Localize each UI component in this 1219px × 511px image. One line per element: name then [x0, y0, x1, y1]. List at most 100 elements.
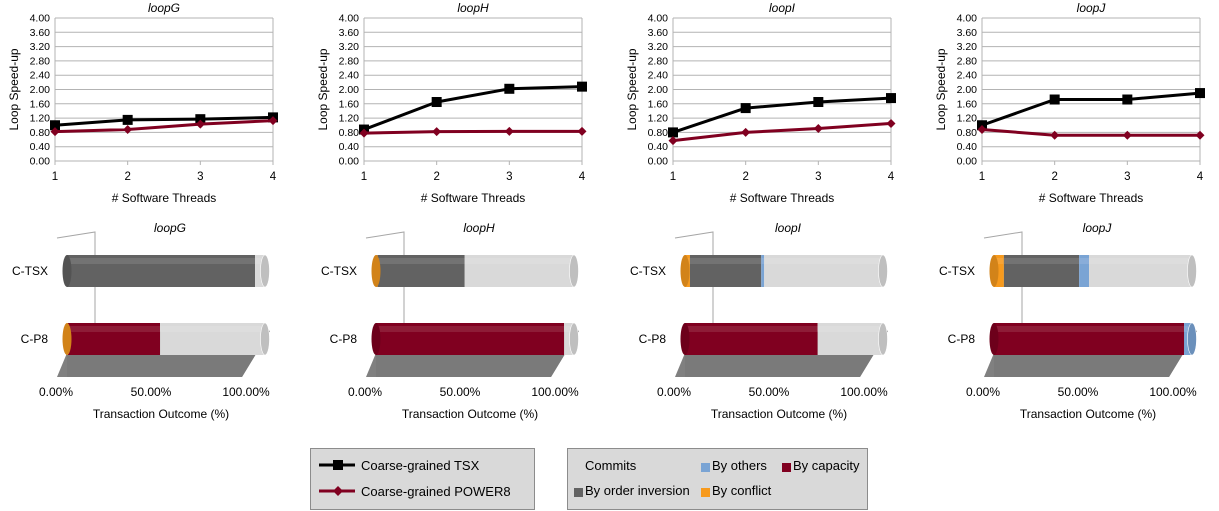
data-point-marker [886, 93, 896, 104]
bar-end-cap [569, 322, 579, 356]
y-tick-label: 3.20 [339, 41, 360, 53]
y-tick-label: 0.80 [339, 127, 360, 139]
category-label: C-TSX [12, 264, 48, 278]
y-axis-label: Loop Speed-up [7, 48, 21, 130]
bar-segment-body [994, 255, 1004, 287]
commits-swatch [574, 463, 583, 472]
x-axis-label: # Software Threads [1039, 191, 1144, 205]
y-tick-label: 0.00 [648, 156, 669, 168]
x-tick-label: 4 [579, 171, 586, 183]
x-axis-label: Transaction Outcome (%) [1020, 407, 1156, 421]
data-point-marker [50, 127, 60, 137]
x-tick-label: 0.00% [348, 385, 382, 399]
y-tick-label: 4.00 [957, 13, 978, 25]
y-tick-label: 0.00 [957, 156, 978, 168]
x-axis-label: # Software Threads [730, 191, 835, 205]
series-line [363, 129, 582, 135]
series-line [54, 115, 274, 127]
series-line [54, 119, 274, 134]
x-tick-label: 3 [506, 171, 512, 183]
series-line [363, 85, 583, 131]
bar-end-cap [878, 322, 888, 356]
y-tick-label: 3.20 [648, 41, 669, 53]
data-point-marker [1195, 130, 1205, 140]
data-point-marker [359, 128, 369, 138]
bar-segment-body [761, 255, 765, 287]
y-tick-label: 3.60 [648, 27, 669, 39]
data-point-marker [195, 114, 206, 125]
x-tick-label: 3 [815, 171, 821, 183]
category-label: C-P8 [21, 332, 49, 346]
bar-segment-highlight [67, 258, 256, 264]
y-tick-label: 0.40 [957, 141, 978, 153]
y-tick-label: 2.80 [339, 55, 360, 67]
bar-segment [689, 255, 762, 287]
data-point-marker [1122, 94, 1133, 105]
data-point-marker [813, 97, 824, 108]
bar-end-cap [260, 254, 270, 288]
data-point-marker [577, 126, 587, 136]
y-tick-label: 1.60 [339, 98, 360, 110]
y-tick-label: 2.80 [957, 55, 978, 67]
bar-segment-highlight [67, 326, 161, 332]
bar-segment-highlight [376, 326, 565, 332]
y-axis-label: Loop Speed-up [934, 48, 948, 130]
y-tick-label: 3.60 [957, 27, 978, 39]
data-point-marker [813, 123, 823, 133]
bar-end-cap [569, 254, 579, 288]
legend-by-order-inversion-label: By order inversion [585, 483, 690, 498]
bar-segment-highlight [761, 258, 765, 264]
y-tick-label: 2.80 [30, 55, 51, 67]
data-point-marker [195, 119, 205, 129]
x-tick-label: 2 [433, 171, 439, 183]
bar-segment [817, 323, 883, 355]
y-tick-label: 0.40 [339, 141, 360, 153]
bar-segment-highlight [255, 258, 265, 264]
y-tick-label: 3.60 [30, 27, 51, 39]
data-point-marker [740, 103, 751, 114]
y-tick-label: 4.00 [648, 13, 669, 25]
y-tick-label: 1.60 [30, 98, 51, 110]
y-tick-label: 2.40 [957, 70, 978, 82]
x-tick-label: 3 [1124, 171, 1130, 183]
series-line [981, 91, 1201, 127]
bar-segment [1003, 255, 1080, 287]
bar-segment-highlight [994, 326, 1185, 332]
y-tick-label: 0.00 [339, 156, 360, 168]
x-tick-label: 50.00% [1058, 385, 1099, 399]
y-tick-label: 3.20 [30, 41, 51, 53]
bar-segment-body [1079, 255, 1090, 287]
bar-segment [1079, 255, 1090, 287]
y-tick-label: 1.20 [957, 113, 978, 125]
y-tick-label: 2.00 [30, 84, 51, 96]
by-others-swatch [701, 463, 710, 472]
bar-segment-highlight [160, 326, 265, 332]
data-point-marker [50, 120, 60, 131]
x-tick-label: 2 [742, 171, 748, 183]
category-label: C-TSX [630, 264, 666, 278]
x-tick-label: 50.00% [440, 385, 481, 399]
bar-left-cap [989, 323, 999, 355]
bar-segment-body [564, 323, 574, 355]
bar-segment-body [255, 255, 265, 287]
data-point-marker [432, 127, 442, 137]
y-tick-label: 3.60 [339, 27, 360, 39]
bar-segment-highlight [1079, 258, 1090, 264]
x-tick-label: 2 [1051, 171, 1057, 183]
y-tick-label: 1.60 [648, 98, 669, 110]
y-tick-label: 0.40 [30, 141, 51, 153]
bar-segment-highlight [817, 326, 883, 332]
legend-commits-label: Commits [585, 458, 637, 473]
by-capacity-swatch [782, 463, 791, 472]
y-tick-label: 1.60 [957, 98, 978, 110]
chart-title: loopH [457, 1, 489, 15]
data-point-marker [1195, 88, 1205, 99]
bar-segment [564, 323, 574, 355]
bar-segment [464, 255, 574, 287]
y-tick-label: 0.80 [30, 127, 51, 139]
bar-segment-highlight [1089, 258, 1192, 264]
y-tick-label: 1.20 [339, 113, 360, 125]
x-tick-label: 50.00% [131, 385, 172, 399]
x-tick-label: 2 [124, 171, 130, 183]
